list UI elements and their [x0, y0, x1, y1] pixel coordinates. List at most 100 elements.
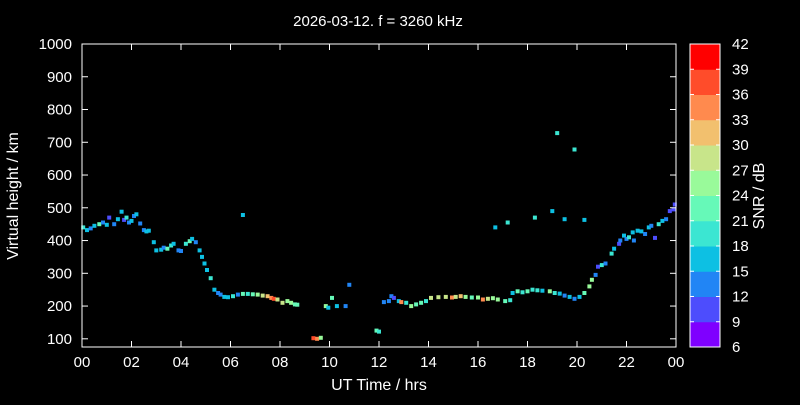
data-point — [589, 277, 594, 282]
data-point — [292, 302, 297, 307]
data-point — [596, 264, 600, 269]
data-point — [381, 300, 386, 305]
x-tick-label: 12 — [371, 354, 388, 371]
data-point — [212, 287, 217, 292]
x-axis: 00 02 04 06 08 10 12 14 16 18 20 22 00 — [74, 44, 685, 371]
colorbar-tick-label: 12 — [732, 289, 749, 306]
y-tick-label: 900 — [47, 69, 72, 86]
data-point — [315, 336, 320, 341]
data-point — [480, 297, 485, 302]
data-point — [495, 297, 500, 302]
data-point — [205, 268, 209, 272]
data-point — [260, 293, 265, 298]
colorbar-tick-label: 24 — [732, 188, 749, 205]
colorbar-tick-label: 21 — [732, 213, 749, 230]
data-point — [419, 300, 424, 305]
data-point — [104, 222, 109, 227]
colorbar-swatch — [690, 271, 720, 297]
data-point — [587, 284, 592, 289]
y-tick-label: 700 — [47, 134, 72, 151]
colorbar-swatch — [690, 296, 720, 323]
data-point — [490, 296, 495, 301]
data-point — [535, 288, 540, 293]
colorbar-swatch — [690, 246, 720, 272]
data-point — [656, 222, 661, 227]
chart-title: 2026-03-12. f = 3260 kHz — [293, 13, 463, 30]
data-point — [469, 295, 474, 300]
data-point — [202, 261, 207, 266]
y-tick-label: 500 — [47, 200, 72, 217]
data-point — [505, 220, 510, 225]
data-point — [603, 261, 608, 266]
data-point — [144, 229, 149, 234]
data-point — [222, 294, 227, 299]
data-point — [515, 289, 520, 294]
data-point — [146, 228, 151, 233]
data-point — [169, 243, 174, 248]
data-point — [450, 295, 454, 300]
y-tick-label: 100 — [47, 331, 72, 348]
data-point — [414, 302, 419, 307]
data-point — [330, 295, 334, 300]
colorbar-tick-label: 36 — [732, 87, 749, 104]
data-point — [311, 336, 316, 341]
colorbar: 6 9 12 15 18 21 24 27 30 33 36 39 42 — [689, 36, 749, 356]
data-point — [436, 295, 441, 300]
data-point — [183, 241, 188, 246]
data-point — [88, 226, 93, 231]
data-point — [161, 245, 166, 250]
data-point — [347, 282, 352, 287]
data-point — [453, 294, 458, 299]
data-point — [235, 292, 240, 297]
colorbar-swatch — [690, 69, 720, 95]
data-point — [646, 225, 651, 230]
colorbar-label: SNR / dB — [751, 163, 768, 230]
y-axis-label: Virtual height / km — [5, 132, 22, 260]
data-point — [525, 289, 530, 294]
data-point — [631, 238, 636, 243]
data-point — [443, 294, 448, 299]
y-axis: 100 200 300 400 500 600 700 800 900 1000 — [39, 36, 676, 348]
data-point — [269, 295, 274, 300]
x-tick-label: 00 — [668, 354, 685, 371]
data-point — [409, 304, 414, 309]
data-point — [653, 235, 657, 240]
data-point — [503, 299, 508, 304]
data-point — [216, 291, 221, 295]
data-point — [404, 300, 409, 305]
data-point — [295, 302, 300, 307]
data-point — [200, 254, 204, 259]
data-point — [127, 220, 131, 225]
data-point — [218, 292, 223, 297]
data-point — [582, 291, 587, 295]
data-point — [265, 294, 270, 299]
colorbar-tick-label: 18 — [732, 238, 749, 255]
data-point — [275, 297, 280, 302]
data-point — [485, 296, 490, 301]
data-point — [493, 225, 498, 230]
colorbar-tick-label: 39 — [732, 61, 749, 78]
data-point — [627, 235, 631, 240]
data-point — [540, 288, 545, 293]
data-point — [562, 217, 567, 222]
data-point — [129, 218, 134, 223]
data-point — [334, 304, 339, 309]
data-point — [154, 248, 159, 253]
data-point — [377, 329, 381, 334]
y-tick-label: 400 — [47, 233, 72, 250]
y-tick-label: 200 — [47, 298, 72, 315]
data-point — [179, 249, 183, 253]
y-tick-label: 1000 — [39, 36, 72, 53]
data-point — [593, 272, 598, 277]
colorbar-swatch — [690, 321, 720, 348]
data-point — [508, 298, 513, 303]
data-point — [245, 291, 250, 296]
data-point — [255, 292, 260, 297]
data-point — [667, 209, 672, 214]
data-point — [124, 215, 129, 220]
x-tick-label: 04 — [173, 354, 190, 371]
data-point — [664, 217, 669, 222]
data-point — [171, 241, 176, 246]
data-point — [193, 240, 198, 245]
